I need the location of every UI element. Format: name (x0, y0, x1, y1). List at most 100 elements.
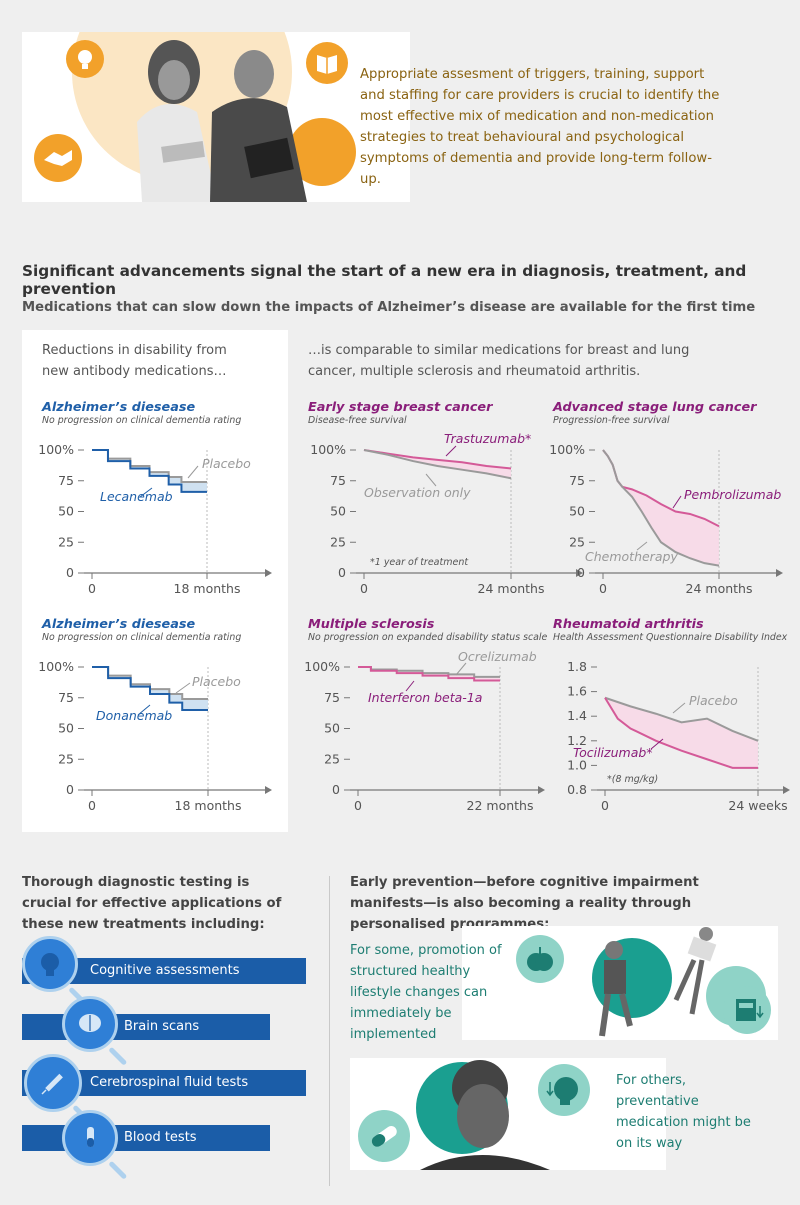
head-medication-icon (538, 1064, 590, 1116)
label-leader (650, 738, 664, 750)
chart: Multiple sclerosis No progression on expa… (304, 617, 548, 813)
y-tick-label: 25 (569, 534, 585, 549)
y-tick-label: 50 (569, 504, 585, 519)
x-tick-label: 24 months (478, 581, 545, 596)
chart-subtitle: Disease-free survival (308, 415, 407, 426)
section-divider (329, 876, 330, 1186)
series-label: Placebo (689, 693, 738, 708)
label-leader (137, 704, 151, 716)
chart: Rheumatoid arthritis Health Assessment Qu… (553, 617, 790, 813)
test-tube-icon (62, 1110, 118, 1166)
x-axis-arrow (538, 786, 545, 794)
apple-icon (516, 935, 564, 983)
label-leader (672, 702, 686, 714)
diagnostic-item-blood-tests: Blood tests (22, 1125, 270, 1151)
left-lead-text: Reductions in disability from new antibo… (42, 343, 227, 379)
chart-title: Multiple sclerosis (308, 617, 435, 632)
head-icon (22, 936, 78, 992)
series-label: Tocilizumab* (573, 745, 653, 760)
label-leader (455, 662, 467, 676)
y-tick-label: 100% (38, 659, 74, 674)
y-tick-label: 0 (66, 565, 74, 580)
x-axis-arrow (783, 786, 790, 794)
diagnostic-item-brain-scans: Brain scans (22, 1014, 270, 1040)
y-tick-label: 75 (58, 473, 74, 488)
chart-note: *(8 mg/kg) (607, 774, 658, 785)
series-line (92, 449, 207, 483)
y-tick-label: 100% (549, 442, 585, 457)
series-label: Lecanemab (100, 489, 173, 504)
medication-text: For others, preventative medication migh… (616, 1073, 751, 1151)
label-leader (175, 682, 191, 694)
series-line (358, 666, 500, 682)
series-label: Pembrolizumab (684, 487, 781, 502)
y-tick-label: 25 (58, 751, 74, 766)
chart-subtitle: Health Assessment Questionnaire Disabili… (553, 632, 788, 643)
chart: Alzheimer’s diesease No progression on cl… (38, 400, 272, 596)
series-line (92, 449, 207, 493)
y-tick-label: 1.0 (567, 757, 587, 772)
y-tick-label: 0 (66, 782, 74, 797)
y-tick-label: 25 (324, 751, 340, 766)
y-tick-label: 75 (324, 690, 340, 705)
y-tick-label: 100% (304, 659, 340, 674)
y-tick-label: 0.8 (567, 782, 587, 797)
label-leader (405, 680, 415, 692)
series-line (604, 697, 758, 769)
x-axis-arrow (776, 569, 783, 577)
y-tick-label: 75 (330, 473, 346, 488)
alzheimers-chart-panel (22, 330, 288, 832)
label-leader (187, 465, 199, 479)
chart-plot: 100% 75 50 25 00 22 months Ocrelizumab Interfer… (304, 649, 545, 813)
diagnostic-label: Cognitive assessments (90, 963, 240, 978)
chart-subtitle: No progression on expanded disability st… (308, 632, 548, 643)
chart: Alzheimer’s diesease No progression on cl… (38, 617, 272, 813)
series-label: Chemotherapy (585, 549, 678, 564)
x-tick-label: 24 months (686, 581, 753, 596)
scale-icon (723, 986, 771, 1034)
y-tick-label: 1.4 (567, 708, 587, 723)
series-label: Donanemab (96, 708, 172, 723)
y-tick-label: 1.2 (567, 733, 587, 748)
y-tick-label: 75 (569, 473, 585, 488)
series-label: Interferon beta-1a (368, 690, 482, 705)
x-axis-arrow (265, 786, 272, 794)
chart-title: Alzheimer’s diesease (42, 617, 196, 632)
chart-plot: 1.8 1.6 1.4 1.2 1.0 0.8 0 24 weeks Placebo Tocili… (567, 659, 790, 813)
book-icon (306, 42, 348, 84)
x-axis-arrow (576, 569, 583, 577)
y-tick-label: 0 (577, 565, 585, 580)
chart-title: Advanced stage lung cancer (553, 400, 757, 415)
pill-icon (358, 1110, 410, 1162)
series-line (363, 449, 512, 470)
y-tick-label: 75 (58, 690, 74, 705)
x-tick-label: 0 (88, 798, 96, 813)
series-label: Trastuzumab* (444, 431, 531, 446)
diagnostics-heading: Thorough diagnostic testing is crucial f… (22, 875, 282, 932)
medication-photo-panel (350, 1058, 666, 1170)
right-lead-text: …is comparable to similar medications fo… (308, 343, 690, 379)
chart-subtitle: Progression-free survival (553, 415, 670, 426)
chart-plot: 100% 75 50 25 00 18 months Placebo Lecanemab (38, 442, 272, 596)
magnifier-handle (108, 1046, 128, 1066)
diagnostic-label: Brain scans (124, 1019, 200, 1034)
chart-plot: 100% 75 50 25 00 24 months Pembrolizumab Chemot… (549, 442, 783, 596)
series-line (602, 449, 720, 567)
label-leader (425, 473, 437, 487)
section-subheading: Medications that can slow down the impac… (22, 300, 756, 315)
x-tick-label: 22 months (467, 798, 534, 813)
series-gap-fill (605, 697, 758, 768)
chart-note: *1 year of treatment (370, 557, 469, 568)
series-label: Observation only (364, 485, 471, 500)
x-tick-label: 0 (599, 581, 607, 596)
y-tick-label: 25 (58, 534, 74, 549)
y-tick-label: 1.8 (567, 659, 587, 674)
handshake-icon (34, 134, 82, 182)
y-tick-label: 50 (58, 721, 74, 736)
y-tick-label: 0 (338, 565, 346, 580)
y-tick-label: 50 (330, 504, 346, 519)
label-leader (672, 495, 682, 509)
y-tick-label: 100% (38, 442, 74, 457)
series-line (363, 449, 512, 480)
series-gap-fill (603, 450, 719, 566)
